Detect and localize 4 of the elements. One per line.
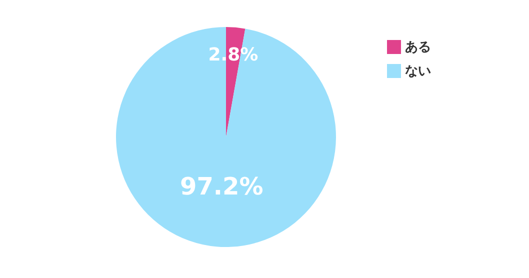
data-label: 97.2% — [180, 172, 264, 200]
pie-slice — [116, 27, 336, 247]
legend-label: ない — [405, 64, 431, 79]
legend-label: ある — [405, 40, 431, 55]
